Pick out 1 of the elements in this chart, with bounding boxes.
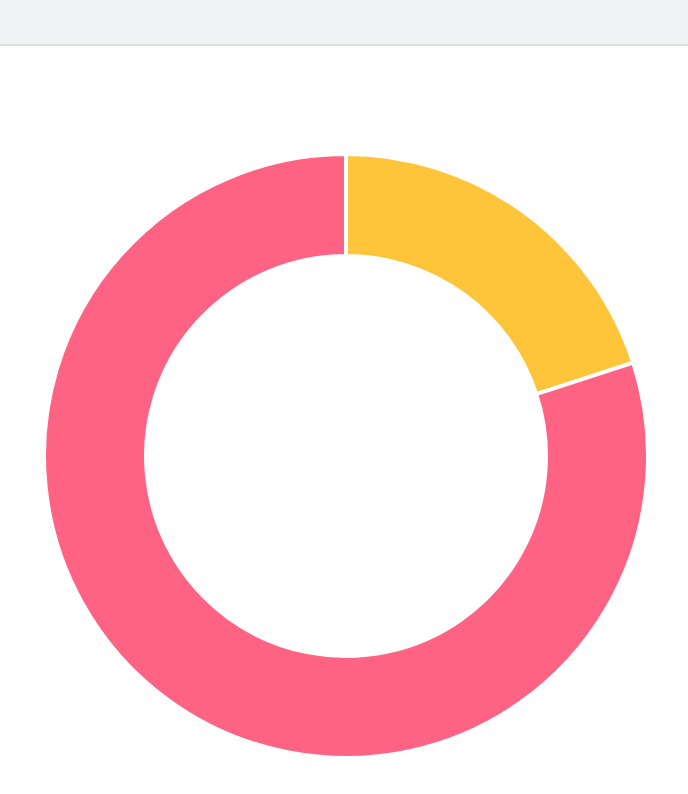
donut-slice	[42, 152, 650, 760]
